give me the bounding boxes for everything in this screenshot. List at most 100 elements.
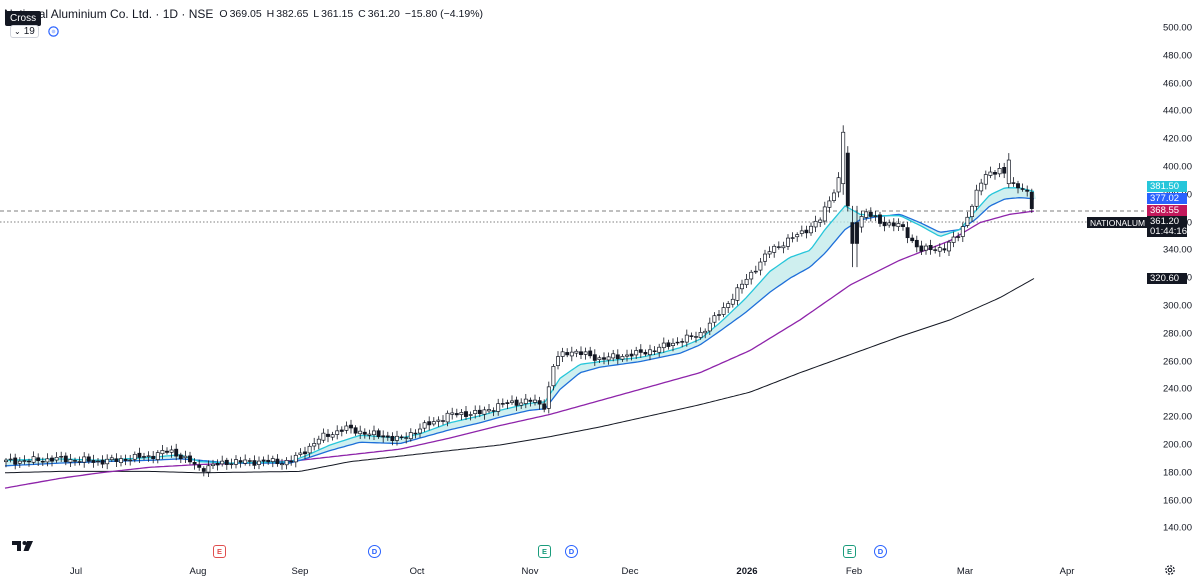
chart-header: National Aluminium Co. Ltd. · 1D · NSE O… [4, 6, 485, 22]
chart-pane[interactable] [0, 0, 1144, 560]
earnings-marker[interactable]: E [843, 545, 856, 558]
candle-body [321, 432, 326, 441]
candle-body [983, 174, 988, 185]
candle-body [91, 460, 96, 463]
price-tag: 377.02 [1147, 193, 1187, 204]
candle-body [1002, 167, 1007, 174]
price-tick-label: 140.00 [1162, 522, 1192, 534]
candle-body [73, 460, 77, 462]
candle-body [744, 278, 749, 286]
candle-body [652, 350, 657, 353]
ema-cloud [5, 187, 1036, 466]
candle-body [1025, 189, 1030, 192]
candle-body [201, 468, 206, 472]
candle-body [896, 223, 901, 228]
candle-body [528, 399, 533, 402]
candle-body [864, 211, 869, 218]
candle-body [270, 458, 275, 462]
candle-body [372, 430, 376, 436]
candle-body [1006, 159, 1011, 185]
earnings-marker[interactable]: E [538, 545, 551, 558]
price-tick-label: 200.00 [1162, 439, 1192, 451]
candle-body [349, 424, 353, 429]
candle-body [776, 246, 781, 248]
candle-body [611, 353, 616, 359]
candle-body [59, 456, 64, 458]
candle-body [956, 236, 961, 238]
time-tick-label: Feb [845, 566, 863, 577]
symbol-title[interactable]: National Aluminium Co. Ltd. · 1D · NSE [4, 7, 214, 21]
candle-body [146, 455, 151, 458]
candle-body [878, 214, 882, 224]
candle-body [901, 224, 905, 227]
dividend-marker[interactable]: D [874, 545, 887, 558]
candle-body [542, 403, 547, 410]
candle-body [224, 459, 229, 465]
candle-body [165, 450, 169, 453]
candle-body [638, 349, 643, 353]
price-tick-label: 260.00 [1162, 356, 1192, 368]
indicator-toggle-button[interactable]: ⌄ 19 [10, 25, 39, 38]
candle-body [933, 249, 938, 251]
candle-body [362, 431, 367, 435]
candle-body [238, 460, 243, 463]
candle-body [289, 460, 294, 463]
candle-body [358, 430, 363, 435]
candle-body [243, 459, 248, 464]
candle-body [86, 456, 91, 462]
candle-body [445, 412, 450, 423]
candle-body [8, 458, 13, 461]
candle-body [188, 455, 192, 463]
time-tick-label: Sep [291, 566, 309, 577]
candle-body [809, 225, 813, 234]
candle-body [45, 458, 50, 463]
candle-body [385, 435, 390, 438]
candle-body [50, 457, 54, 462]
time-tick-label: Nov [521, 566, 539, 577]
candle-body [735, 287, 740, 301]
candle-body [579, 351, 583, 355]
candle-body [160, 450, 165, 455]
candle-body [680, 341, 685, 343]
tradingview-logo-icon[interactable] [12, 540, 36, 552]
candle-body [749, 271, 754, 280]
candle-body [142, 456, 146, 458]
candle-body [997, 168, 1002, 175]
candle-body [758, 261, 763, 271]
candle-body [763, 253, 767, 262]
candle-body [914, 239, 919, 248]
candle-body [836, 177, 841, 193]
candle-body [565, 352, 570, 356]
price-tick-label: 180.00 [1162, 467, 1192, 479]
low-label: L [313, 8, 320, 20]
candle-body [257, 460, 261, 465]
time-axis[interactable]: Jul Aug Sep Oct Nov Dec 2026 Feb Mar Apr [0, 560, 1144, 584]
candle-body [119, 458, 123, 464]
candle-body [487, 409, 491, 412]
candle-body [519, 402, 524, 406]
candle-body [178, 454, 183, 459]
candle-body [234, 459, 238, 465]
candle-body [261, 459, 266, 462]
refresh-icon[interactable] [47, 25, 60, 38]
candle-body [252, 460, 257, 466]
candle-body [588, 350, 593, 357]
earnings-marker[interactable]: E [213, 545, 226, 558]
candle-body [684, 334, 689, 343]
candle-body [740, 283, 744, 290]
candle-body [381, 435, 386, 438]
candle-body [390, 435, 395, 442]
candle-body [629, 353, 634, 357]
price-chart[interactable] [0, 0, 1144, 560]
candle-body [822, 206, 827, 222]
gear-icon[interactable] [1163, 563, 1177, 577]
candle-body [211, 463, 215, 467]
candle-body [330, 434, 335, 438]
candle-body [868, 211, 873, 217]
candle-body [344, 425, 349, 431]
dividend-marker[interactable]: D [368, 545, 381, 558]
dividend-marker[interactable]: D [565, 545, 578, 558]
price-tick-label: 240.00 [1162, 383, 1192, 395]
price-tick-label: 500.00 [1162, 22, 1192, 34]
candle-body [947, 241, 951, 252]
